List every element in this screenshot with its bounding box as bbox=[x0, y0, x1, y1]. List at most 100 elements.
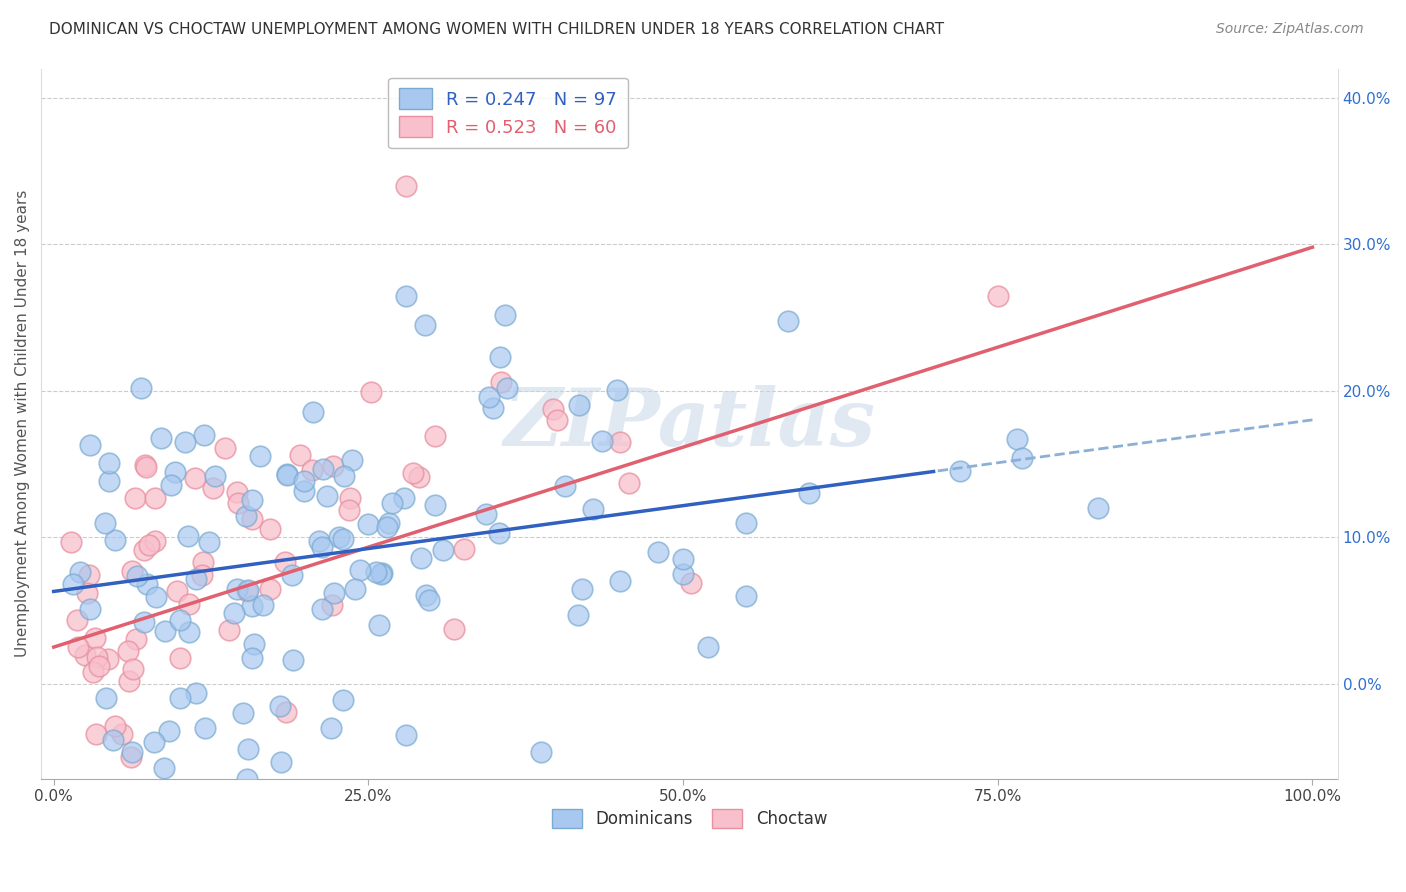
Point bbox=[276, 706, 298, 720]
Point bbox=[418, 593, 440, 607]
Point bbox=[311, 602, 333, 616]
Point bbox=[274, 555, 297, 569]
Point bbox=[177, 625, 200, 640]
Point bbox=[157, 724, 180, 739]
Point bbox=[143, 533, 166, 548]
Point bbox=[236, 741, 259, 756]
Point bbox=[62, 577, 84, 591]
Point bbox=[259, 522, 281, 536]
Point bbox=[169, 613, 191, 627]
Point bbox=[231, 706, 253, 720]
Point bbox=[77, 568, 100, 582]
Point bbox=[134, 458, 156, 472]
Point bbox=[252, 598, 274, 612]
Point bbox=[121, 745, 143, 759]
Point bbox=[240, 511, 263, 525]
Point bbox=[143, 735, 166, 749]
Point bbox=[94, 690, 117, 705]
Point bbox=[482, 401, 505, 415]
Point bbox=[238, 583, 260, 598]
Point bbox=[328, 530, 350, 544]
Point bbox=[357, 517, 380, 532]
Point bbox=[153, 761, 176, 775]
Point bbox=[312, 461, 335, 475]
Point bbox=[371, 566, 394, 580]
Point bbox=[316, 489, 339, 503]
Point bbox=[166, 584, 188, 599]
Point bbox=[360, 384, 382, 399]
Point bbox=[135, 460, 157, 475]
Point bbox=[395, 178, 418, 193]
Y-axis label: Unemployment Among Women with Children Under 18 years: Unemployment Among Women with Children U… bbox=[15, 190, 30, 657]
Point bbox=[1011, 450, 1033, 465]
Point bbox=[591, 434, 613, 448]
Point bbox=[281, 568, 304, 582]
Point bbox=[269, 698, 291, 713]
Point bbox=[194, 721, 217, 735]
Point bbox=[120, 750, 142, 764]
Point bbox=[118, 673, 141, 688]
Point bbox=[319, 721, 342, 735]
Point bbox=[87, 659, 110, 673]
Point bbox=[1007, 432, 1029, 446]
Point bbox=[84, 727, 107, 741]
Point bbox=[165, 465, 187, 479]
Point bbox=[949, 464, 972, 478]
Point bbox=[193, 428, 215, 442]
Point bbox=[79, 602, 101, 616]
Point bbox=[425, 498, 447, 512]
Point bbox=[121, 564, 143, 578]
Point bbox=[184, 470, 207, 484]
Point bbox=[402, 466, 425, 480]
Point bbox=[138, 538, 160, 552]
Point bbox=[143, 491, 166, 505]
Point bbox=[489, 375, 512, 389]
Point bbox=[145, 590, 167, 604]
Text: Source: ZipAtlas.com: Source: ZipAtlas.com bbox=[1216, 22, 1364, 37]
Point bbox=[281, 653, 304, 667]
Point bbox=[160, 478, 183, 492]
Point bbox=[301, 463, 323, 477]
Point bbox=[184, 572, 207, 586]
Point bbox=[617, 475, 640, 490]
Point bbox=[474, 508, 496, 522]
Point bbox=[236, 772, 259, 787]
Point bbox=[392, 491, 415, 506]
Point bbox=[443, 622, 465, 636]
Point bbox=[115, 830, 138, 845]
Point bbox=[308, 534, 330, 549]
Point bbox=[571, 582, 593, 596]
Point bbox=[132, 615, 155, 630]
Point bbox=[97, 475, 120, 489]
Point bbox=[276, 467, 298, 482]
Point bbox=[82, 665, 104, 679]
Point bbox=[735, 589, 758, 603]
Point bbox=[322, 586, 344, 600]
Point bbox=[243, 637, 266, 651]
Point bbox=[530, 745, 553, 759]
Point bbox=[236, 584, 259, 599]
Point bbox=[395, 728, 418, 742]
Point bbox=[697, 640, 720, 655]
Point bbox=[204, 469, 226, 483]
Point bbox=[609, 435, 631, 450]
Point bbox=[259, 582, 281, 596]
Point bbox=[344, 582, 367, 596]
Point bbox=[1087, 500, 1109, 515]
Point bbox=[546, 413, 568, 427]
Point bbox=[554, 478, 576, 492]
Point bbox=[797, 486, 820, 500]
Point bbox=[375, 520, 398, 534]
Point bbox=[132, 542, 155, 557]
Point bbox=[368, 617, 391, 632]
Point bbox=[333, 469, 356, 483]
Point bbox=[135, 577, 157, 591]
Point bbox=[321, 598, 343, 612]
Point bbox=[84, 631, 107, 645]
Point bbox=[198, 534, 221, 549]
Point bbox=[647, 545, 669, 559]
Point bbox=[425, 429, 447, 443]
Point bbox=[97, 651, 120, 665]
Point bbox=[169, 651, 191, 665]
Point bbox=[184, 686, 207, 700]
